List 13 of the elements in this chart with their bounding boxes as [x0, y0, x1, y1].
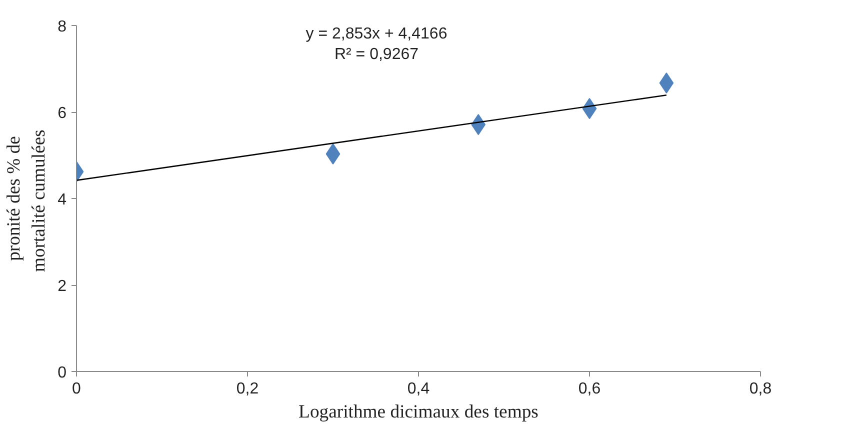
x-tick-label: 0 [72, 380, 82, 398]
y-axis-title: pronité des % de mortalité cumulées [3, 130, 50, 272]
x-axis-title: Logarithme dicimaux des temps [298, 402, 538, 422]
y-tick-label: 2 [58, 278, 67, 295]
y-tick-label: 8 [58, 18, 67, 36]
x-tick-label: 0,2 [236, 380, 259, 398]
y-tick-label: 4 [58, 192, 67, 208]
y-tick-label: 6 [58, 105, 67, 122]
annotation: y = 2,853x + 4,4166 R² = 0,9267 [306, 26, 448, 63]
x-tick-label: 0,4 [407, 380, 430, 398]
x-tick-label: 0,6 [578, 380, 601, 398]
y-tick-label: 0 [58, 364, 67, 382]
x-tick-label: 0,8 [749, 380, 772, 398]
